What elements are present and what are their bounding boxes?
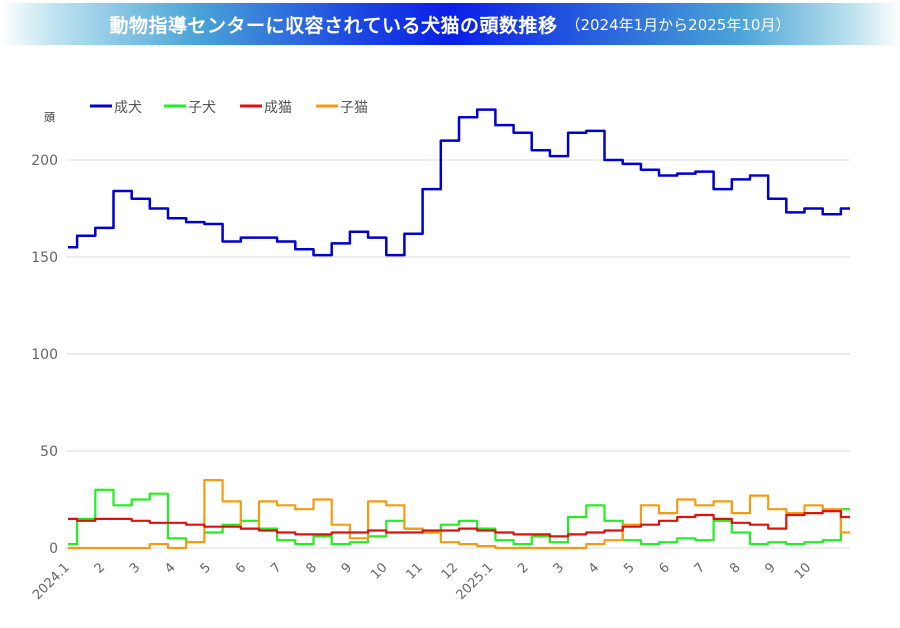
- x-tick-label: 4: [162, 560, 178, 576]
- x-tick-label: 2: [515, 560, 531, 576]
- chart-title: 動物指導センターに収容されている犬猫の頭数推移: [109, 14, 558, 37]
- chart-subtitle: （2024年1月から2025年10月）: [565, 15, 791, 34]
- data-series: [68, 108, 850, 550]
- x-tick-label: 2025.1: [454, 560, 497, 603]
- x-tick-label: 2: [92, 560, 108, 576]
- y-axis-ticks: 0 50 100 150 200: [31, 153, 58, 557]
- x-tick-label: 3: [551, 560, 567, 576]
- series-line-adult-cat: [68, 510, 850, 538]
- legend-label-puppy: 子犬: [188, 100, 216, 116]
- y-axis-unit-label: 頭: [44, 111, 55, 124]
- x-tick-label: 7: [692, 560, 708, 576]
- y-tick-label: 150: [31, 250, 58, 266]
- x-tick-label: 12: [439, 560, 461, 582]
- gridlines: [66, 159, 850, 549]
- x-tick-label: 2024.1: [30, 560, 73, 603]
- x-tick-label: 5: [198, 560, 214, 576]
- x-tick-label: 6: [233, 560, 249, 576]
- y-tick-label: 200: [31, 153, 58, 169]
- y-tick-label: 100: [31, 347, 58, 363]
- x-tick-label: 9: [762, 560, 778, 576]
- legend-item-puppy[interactable]: 子犬: [164, 100, 216, 116]
- x-tick-label: 3: [127, 560, 143, 576]
- x-tick-label: 7: [268, 560, 284, 576]
- x-tick-label: 10: [368, 560, 390, 582]
- x-tick-label: 6: [656, 560, 672, 576]
- chart-area: 0 50 100 150 200 2024.1 2 3 4 5 6 7 8 9 10 11 12 2025.1 2…: [0, 50, 900, 624]
- legend-label-kitten: 子猫: [340, 100, 368, 116]
- series-line-kitten: [68, 479, 850, 550]
- y-tick-label: 50: [40, 444, 58, 460]
- legend: 成犬 子犬 成猫 子猫: [90, 100, 368, 116]
- x-tick-label: 10: [792, 560, 814, 582]
- legend-item-adult-dog[interactable]: 成犬: [90, 100, 142, 116]
- legend-item-kitten[interactable]: 子猫: [316, 100, 368, 116]
- x-tick-label: 11: [404, 560, 426, 582]
- x-tick-label: 5: [621, 560, 637, 576]
- legend-label-adult-cat: 成猫: [264, 100, 292, 116]
- x-tick-label: 8: [727, 560, 743, 576]
- legend-item-adult-cat[interactable]: 成猫: [240, 100, 292, 116]
- title-banner: 動物指導センターに収容されている犬猫の頭数推移 （2024年1月から2025年1…: [0, 3, 900, 45]
- x-tick-label: 8: [303, 560, 319, 576]
- series-line-adult-dog: [68, 108, 850, 257]
- x-tick-label: 4: [586, 560, 602, 576]
- y-tick-label: 0: [49, 541, 58, 557]
- legend-label-adult-dog: 成犬: [114, 100, 142, 116]
- x-tick-label: 9: [339, 560, 355, 576]
- series-line-puppy: [68, 488, 850, 546]
